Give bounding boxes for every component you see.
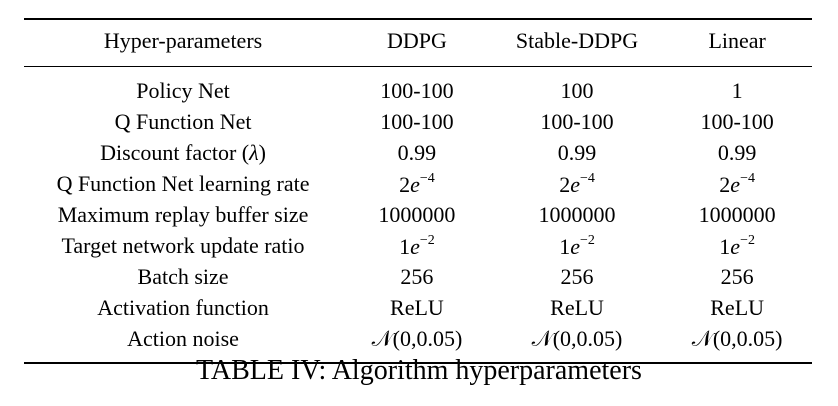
linear-value-cell: ReLU [710,294,765,320]
linear-value-cell: 2e−4 [719,170,755,197]
stable-ddpg-value-cell: 1000000 [538,201,616,227]
stable-ddpg-value-cell: 1e−2 [559,232,595,259]
linear-value-cell: 100-100 [700,108,774,134]
linear-value-cell: 𝒩(0,0.05) [662,323,812,364]
stable-ddpg-value-cell: 100 [560,77,594,103]
linear-value-cell: 1 [731,77,743,103]
table-row: Maximum replay buffer size 1000000 10000… [24,199,812,230]
header-hyper-parameters: Hyper-parameters [24,18,343,67]
table-caption: TABLE IV: Algorithm hyperparameters [196,355,642,386]
stable-ddpg-value-cell: 𝒩(0,0.05) [491,323,663,364]
ddpg-value-cell: 256 [400,263,434,289]
param-name-cell: Q Function Net [114,108,252,134]
ddpg-value-cell: 1e−2 [399,232,435,259]
table-row: Activation function ReLU ReLU ReLU [24,292,812,323]
linear-value-cell: 1e−2 [719,232,755,259]
ddpg-value-cell: 𝒩(0,0.05) [342,323,492,364]
param-name-cell: Activation function [97,294,269,320]
ddpg-value-cell: 100-100 [380,108,454,134]
param-name-cell: Target network update ratio [61,232,305,258]
ddpg-value-cell: 100-100 [380,77,454,103]
param-name-cell: Discount factor (λ) [100,139,266,165]
param-name-cell: Maximum replay buffer size [57,201,309,227]
table-row: Q Function Net learning rate 2e−4 2e−4 2… [24,168,812,199]
param-name-cell: Action noise [24,323,343,364]
param-name-cell: Q Function Net learning rate [56,170,310,196]
header-ddpg: DDPG [342,18,492,67]
stable-ddpg-value-cell: 0.99 [557,139,597,165]
stable-ddpg-value-cell: 100-100 [540,108,614,134]
table-row: Target network update ratio 1e−2 1e−2 1e… [24,230,812,261]
ddpg-value-cell: 0.99 [397,139,437,165]
hyperparameter-table-container: Hyper-parameters DDPG Stable-DDPG Linear… [24,18,812,364]
table-header-row: Hyper-parameters DDPG Stable-DDPG Linear [24,18,812,67]
table-row: Q Function Net 100-100 100-100 100-100 [24,106,812,137]
table-row: Action noise 𝒩(0,0.05) 𝒩(0,0.05) 𝒩(0,0.0… [24,323,812,364]
ddpg-value-cell: 2e−4 [399,170,435,197]
linear-value-cell: 0.99 [717,139,757,165]
header-linear: Linear [662,18,812,67]
ddpg-value-cell: ReLU [390,294,444,320]
stable-ddpg-value-cell: ReLU [550,294,604,320]
table-row: Discount factor (λ) 0.99 0.99 0.99 [24,137,812,168]
param-name-cell: Batch size [137,263,229,289]
header-stable-ddpg: Stable-DDPG [491,18,663,67]
table-row: Batch size 256 256 256 [24,261,812,292]
linear-value-cell: 1000000 [698,201,776,227]
hyperparameter-table: Hyper-parameters DDPG Stable-DDPG Linear… [24,18,812,364]
stable-ddpg-value-cell: 256 [560,263,594,289]
ddpg-value-cell: 1000000 [378,201,456,227]
linear-value-cell: 256 [720,263,754,289]
table-row: Policy Net 100-100 100 1 [24,67,812,107]
param-name-cell: Policy Net [136,77,230,103]
stable-ddpg-value-cell: 2e−4 [559,170,595,197]
